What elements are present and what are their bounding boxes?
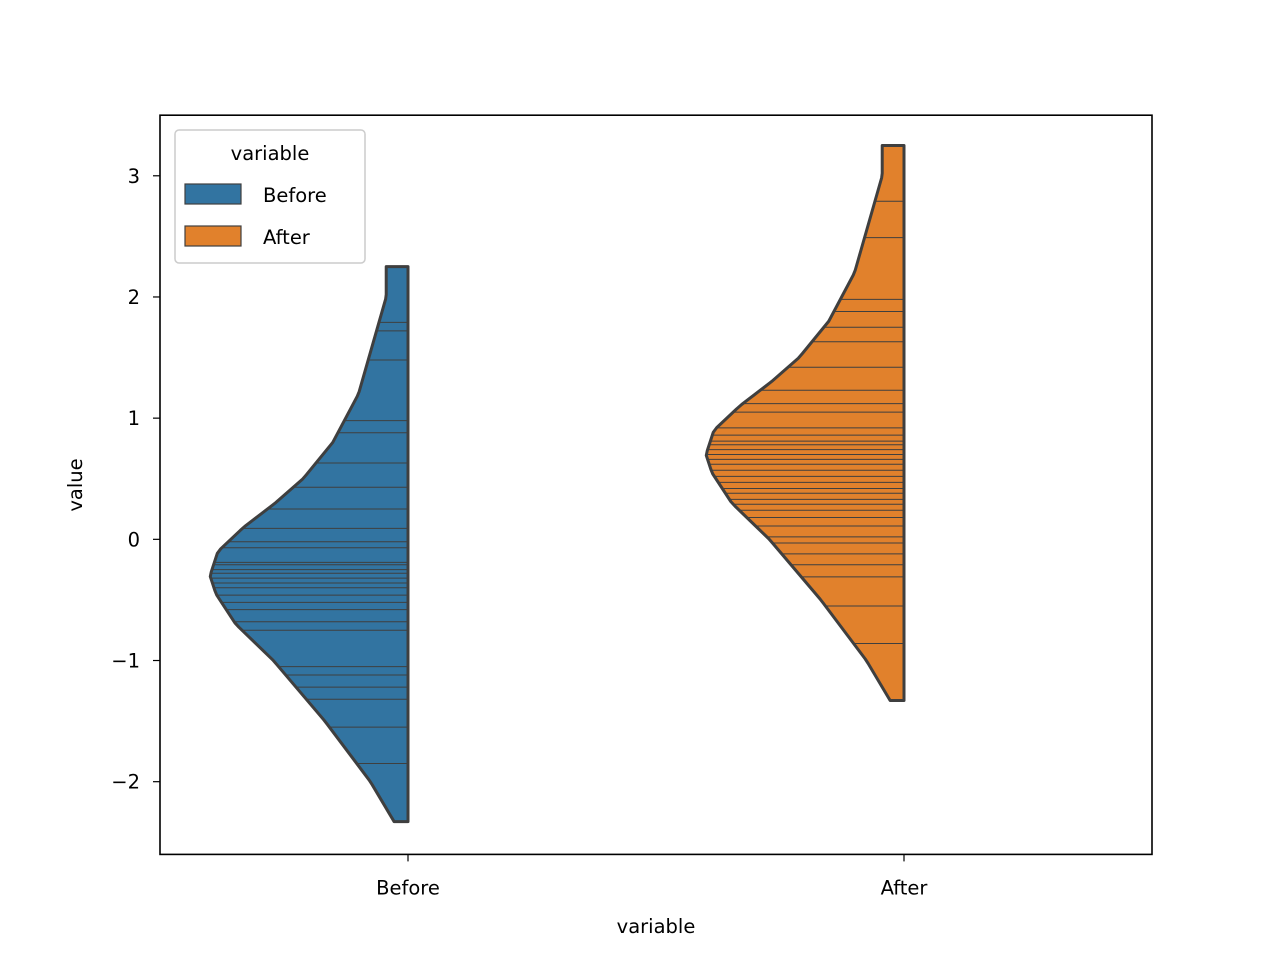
violins-layer [208, 144, 906, 824]
x-tick-label: Before [376, 876, 440, 899]
violin-before [208, 265, 410, 824]
violin-outline-before [208, 265, 410, 824]
x-axis: Before After [376, 854, 928, 899]
x-axis-label: variable [617, 915, 696, 938]
y-tick-label: −2 [111, 771, 140, 794]
violin-body-after [706, 145, 904, 701]
y-tick-label: 1 [128, 407, 140, 430]
plot-frame [159, 114, 1153, 856]
legend-label-before: Before [263, 184, 327, 207]
y-axis: −2 −1 0 1 2 3 [111, 165, 160, 794]
violin-outline-after [704, 144, 906, 702]
y-tick-label: 2 [128, 286, 140, 309]
legend-title: variable [231, 142, 310, 165]
legend-label-after: After [263, 226, 311, 249]
y-tick-label: 3 [128, 165, 140, 188]
violin-after [704, 144, 906, 702]
y-tick-label: −1 [111, 650, 140, 673]
legend-swatch-before [184, 183, 242, 205]
x-tick-label: After [881, 876, 929, 899]
y-tick-label: 0 [128, 528, 140, 551]
violin-body-before [210, 266, 408, 822]
y-axis-label: value [64, 458, 87, 511]
legend-swatch-after [184, 225, 242, 247]
legend: variable Before After [174, 129, 366, 264]
